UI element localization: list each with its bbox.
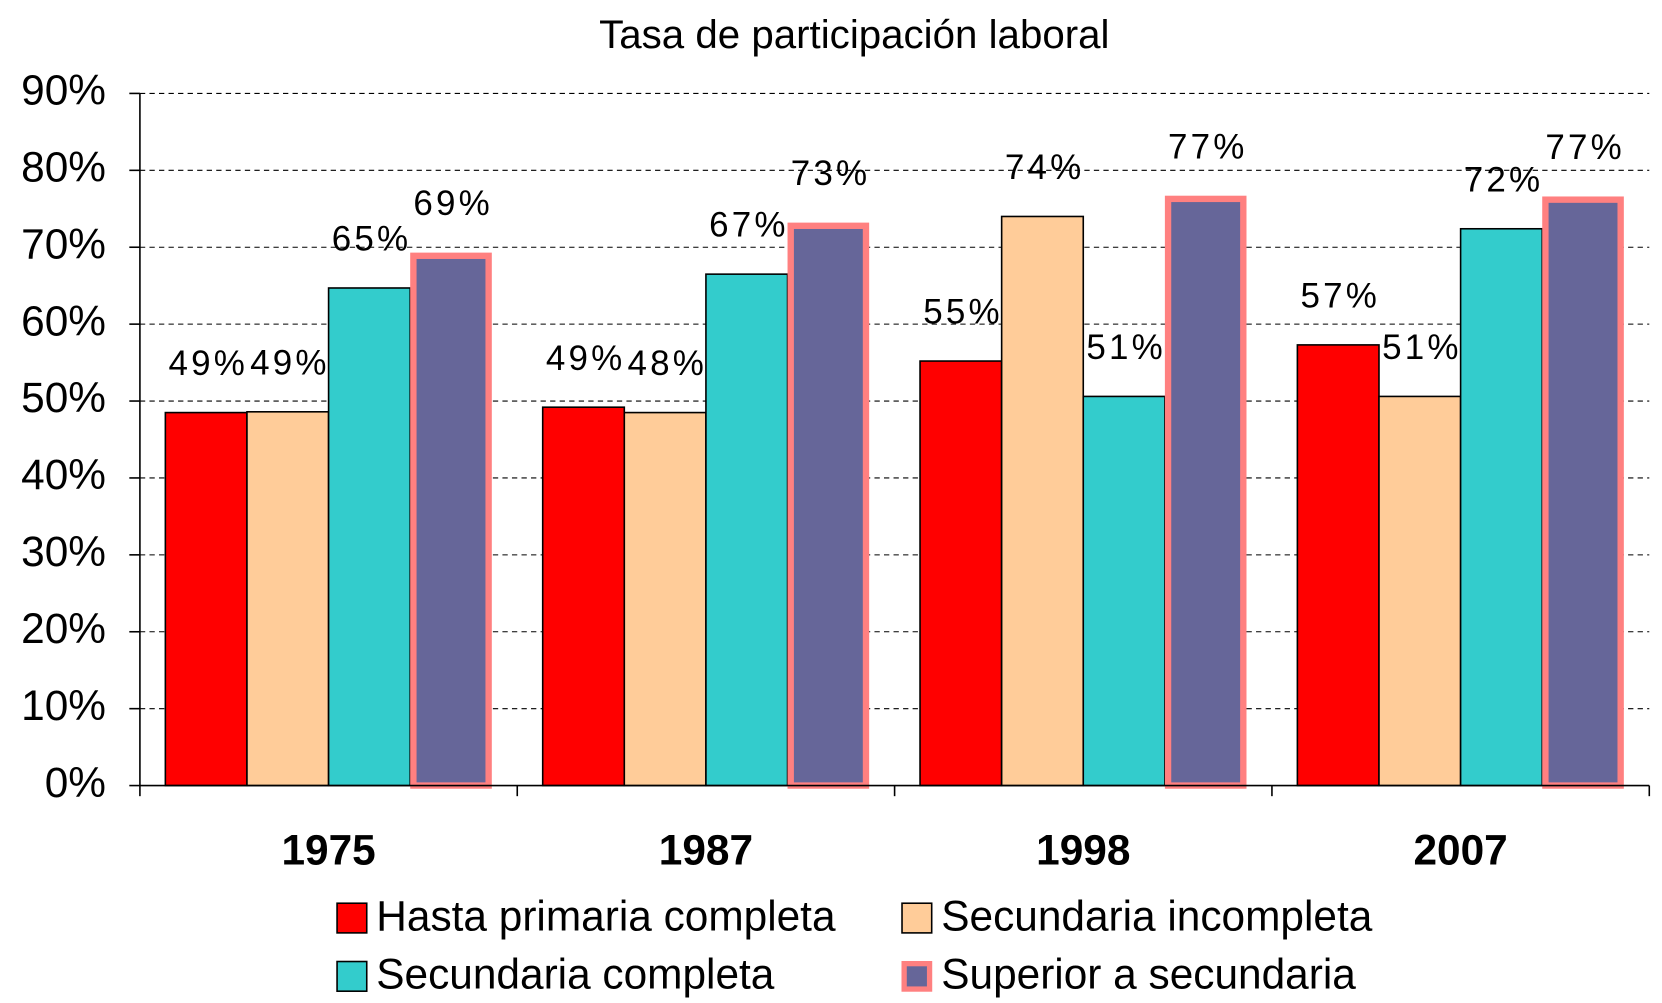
- value-label: 65%: [332, 220, 412, 259]
- y-tick-label: 40%: [21, 451, 106, 498]
- bar: [1459, 227, 1544, 787]
- y-tick-label: 20%: [21, 605, 106, 652]
- y-tick-label: 10%: [21, 682, 106, 729]
- value-label: 77%: [1168, 127, 1248, 166]
- y-tick-label: 50%: [21, 374, 106, 421]
- legend-swatch: [901, 960, 933, 992]
- bar: [919, 360, 1003, 787]
- bar: [1164, 195, 1247, 789]
- bar: [246, 411, 330, 787]
- value-label: 72%: [1464, 160, 1544, 199]
- value-label: 48%: [627, 344, 707, 383]
- value-label: 57%: [1301, 276, 1381, 315]
- value-label: 55%: [923, 293, 1003, 332]
- bar: [787, 222, 870, 789]
- bar: [1542, 196, 1624, 789]
- bar: [705, 273, 789, 787]
- chart-title: Tasa de participación laboral: [599, 12, 1109, 57]
- value-label: 49%: [250, 343, 330, 382]
- bar: [541, 406, 626, 787]
- value-label: 67%: [709, 206, 789, 245]
- legend-swatch: [336, 902, 368, 934]
- value-label: 77%: [1545, 128, 1625, 167]
- value-label: 74%: [1005, 148, 1085, 187]
- legend-label: Hasta primaria completa: [376, 892, 836, 939]
- x-tick-label: 1998: [1036, 827, 1130, 874]
- bar: [1082, 395, 1166, 787]
- bar: [1000, 215, 1085, 787]
- legend-label: Secundaria incompleta: [941, 892, 1373, 939]
- value-label: 51%: [1086, 328, 1166, 367]
- y-tick-label: 90%: [21, 67, 106, 114]
- y-tick-label: 70%: [21, 220, 106, 267]
- bar: [164, 411, 248, 787]
- x-tick-label: 1987: [659, 827, 753, 874]
- value-label: 69%: [413, 184, 493, 223]
- x-tick-label: 1975: [281, 827, 375, 874]
- value-label: 49%: [169, 344, 249, 383]
- bar: [623, 411, 707, 787]
- legend-label: Superior a secundaria: [941, 951, 1356, 998]
- value-label: 51%: [1382, 328, 1462, 367]
- bar: [410, 252, 492, 789]
- bar: [1296, 344, 1380, 787]
- bar: [1378, 395, 1462, 787]
- bar: [327, 287, 411, 787]
- x-tick-label: 2007: [1413, 827, 1507, 874]
- y-tick-label: 60%: [21, 297, 106, 344]
- legend-swatch: [336, 960, 368, 992]
- y-tick-label: 80%: [21, 144, 106, 191]
- y-tick-label: 0%: [45, 759, 106, 806]
- value-label: 73%: [791, 154, 871, 193]
- y-tick-label: 30%: [21, 528, 106, 575]
- legend-swatch: [901, 902, 933, 934]
- legend-label: Secundaria completa: [376, 951, 775, 998]
- value-label: 49%: [546, 339, 626, 378]
